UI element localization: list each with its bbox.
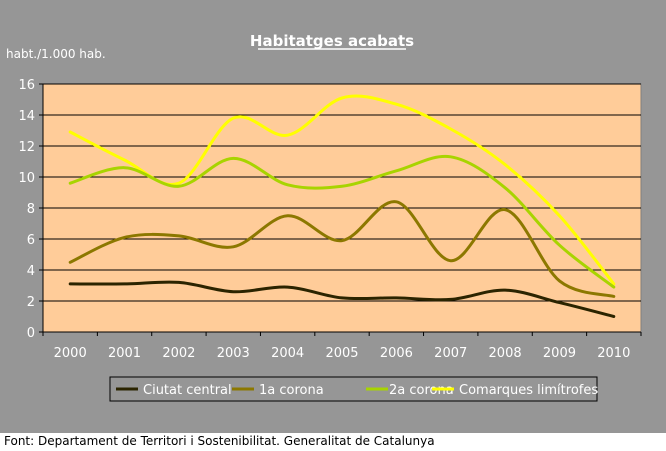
x-tick-label: 2010 — [597, 346, 630, 361]
x-tick-labels: 2000 2001 2002 2003 2004 2005 2006 2007 2008 2009… — [42, 332, 642, 361]
y-tick-label: 16 — [18, 78, 35, 93]
y-tick-label: 4 — [27, 264, 35, 279]
y-tick-label: 10 — [18, 171, 35, 186]
x-tick-label: 2005 — [325, 346, 358, 361]
legend-box — [109, 376, 598, 402]
y-tick-label: 8 — [27, 202, 35, 217]
y-tick-label: 2 — [27, 295, 35, 310]
legend-label-ciutat-central: Ciutat central — [143, 383, 232, 398]
x-tick-label: 2003 — [217, 346, 250, 361]
x-tick-label: 2002 — [162, 346, 195, 361]
series-line-ciutat-central — [68, 280, 616, 318]
y-tick-label: 6 — [27, 233, 35, 248]
x-tick-label: 2008 — [489, 346, 522, 361]
series-line-1a-corona — [68, 200, 616, 298]
y-tick-label: 0 — [27, 326, 35, 341]
legend-label-2a-corona: 2a corona — [389, 383, 454, 398]
x-tick-label: 2006 — [380, 346, 413, 361]
x-tick-label: 2009 — [543, 346, 576, 361]
chart-title: Habitatges acabats — [250, 32, 414, 50]
x-tick-label: 2001 — [108, 346, 141, 361]
y-axis-unit-label: habt./1.000 hab. — [6, 47, 106, 61]
series-line-2a-corona — [68, 154, 616, 289]
legend: Ciutat central 1a corona 2a corona Comarque… — [116, 383, 598, 398]
x-tick-label: 2007 — [434, 346, 467, 361]
y-tick-labels: 0 2 4 6 8 10 12 14 16 — [18, 78, 43, 341]
y-tick-label: 14 — [18, 109, 35, 124]
x-tick-label: 2004 — [271, 346, 304, 361]
source-note: Font: Departament de Territori i Sosteni… — [4, 434, 435, 448]
grid-lines — [43, 83, 641, 302]
chart-frame: 0 2 4 6 8 10 12 14 16 2000 2001 2002 2003 2004 2005 20… — [0, 0, 666, 433]
legend-label-1a-corona: 1a corona — [259, 383, 324, 398]
legend-label-comarques-limitrofes: Comarques limítrofes — [459, 383, 598, 398]
series-lines — [68, 94, 616, 318]
x-tick-label: 2000 — [54, 346, 87, 361]
y-tick-label: 12 — [18, 140, 35, 155]
